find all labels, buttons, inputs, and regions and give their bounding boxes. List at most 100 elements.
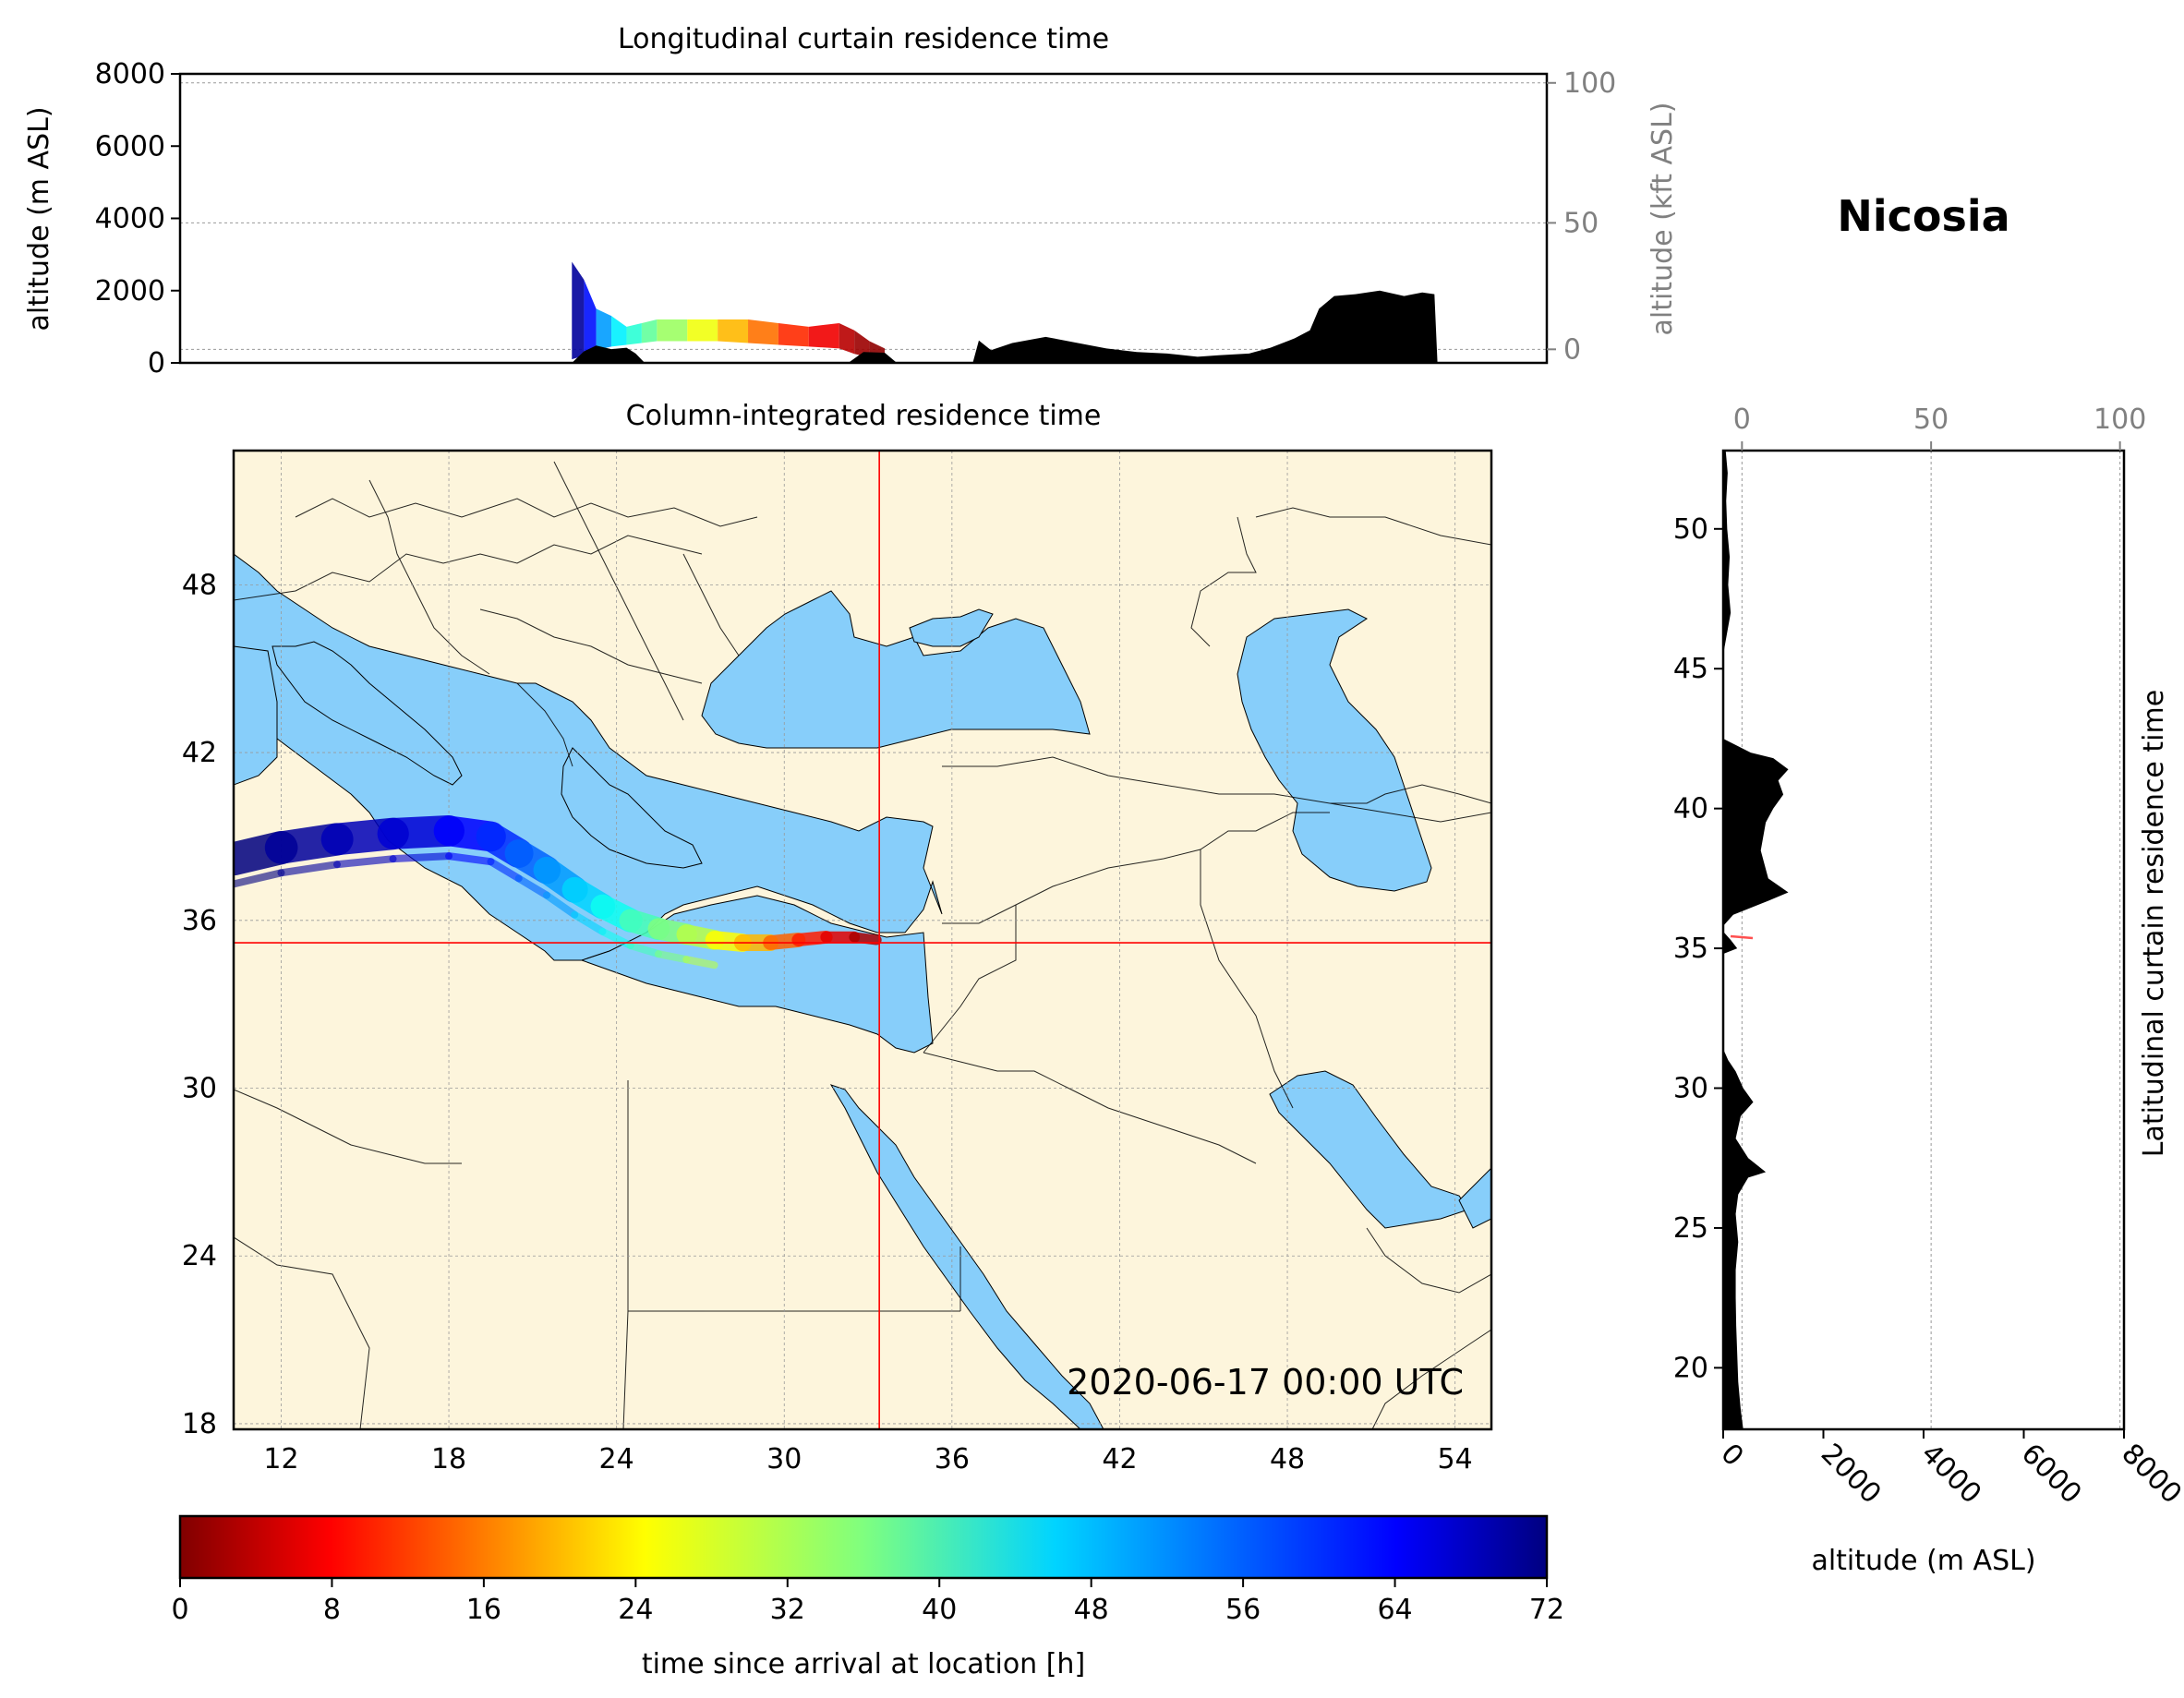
longitudinal-ylabel-right: altitude (kft ASL) — [1647, 102, 1679, 335]
latitudinal-xtick-label: 4000 — [1914, 1438, 1987, 1511]
caspian-sea — [1237, 608, 1432, 892]
map-axes-frame — [232, 449, 1493, 1431]
longitudinal-panel: Longitudinal curtain residence time 0 200… — [23, 23, 1679, 379]
timestamp-label: 2020-06-17 00:00 UTC — [1067, 1362, 1464, 1403]
map-ytick-label: 18 — [182, 1408, 217, 1440]
longitudinal-title: Longitudinal curtain residence time — [618, 23, 1109, 55]
map-xtick-label: 12 — [263, 1443, 298, 1475]
colorbar-ticks: 0 8 16 24 32 40 48 56 64 72 — [171, 1578, 1564, 1626]
map-trajectory-spread — [571, 910, 607, 935]
map-trajectory-spread — [389, 852, 453, 863]
colorbar-tick-label: 32 — [770, 1594, 805, 1626]
latitudinal-terrain — [1723, 451, 1789, 1429]
colorbar-gradient — [178, 1514, 1549, 1580]
latitudinal-ytick-label: 20 — [1673, 1352, 1708, 1384]
latitudinal-xtick-top-label: 100 — [2094, 403, 2146, 436]
adriatic-sea — [271, 641, 463, 786]
colorbar-tick-label: 40 — [922, 1594, 957, 1626]
tyrrhenian-sea — [234, 645, 278, 786]
colorbar-tick-label: 24 — [618, 1594, 653, 1626]
longitudinal-band-segment — [687, 319, 718, 342]
longitudinal-band-segment — [839, 322, 855, 355]
persian-gulf — [1269, 1070, 1469, 1229]
map-trajectory — [234, 814, 882, 969]
map-trajectory-spread — [626, 942, 663, 958]
longitudinal-ytick-right-label: 100 — [1563, 67, 1616, 100]
longitudinal-band-segment — [808, 322, 839, 349]
longitudinal-band-segment — [584, 280, 597, 356]
black-sea — [701, 590, 1091, 749]
map-gridlines — [234, 451, 1491, 1429]
map-ytick-label: 48 — [182, 569, 217, 601]
latitudinal-xtick-label: 6000 — [2015, 1438, 2088, 1511]
longitudinal-band-segment — [854, 330, 870, 358]
latitudinal-axes-frame — [1721, 449, 2126, 1431]
map-yticks: 18 24 30 36 42 48 — [182, 569, 217, 1440]
latitudinal-xticks: 0 2000 4000 6000 8000 — [1714, 1429, 2184, 1511]
map-borders — [234, 461, 1491, 1429]
mediterranean-sea — [234, 553, 943, 961]
map-trajectory-spread — [277, 861, 341, 877]
longitudinal-band-segment — [748, 319, 778, 345]
colorbar-label: time since arrival at location [h] — [642, 1648, 1085, 1680]
map-ytick-label: 30 — [182, 1073, 217, 1105]
longitudinal-ytick-label: 6000 — [95, 130, 165, 163]
map-xticks: 12 18 24 30 36 42 48 54 — [263, 1443, 1472, 1475]
longitudinal-band-segment — [596, 308, 612, 351]
gulf-of-oman — [1458, 1167, 1491, 1229]
latitudinal-title: Latitudinal curtain residence time — [2138, 690, 2170, 1157]
colorbar-tick-label: 0 — [171, 1594, 188, 1626]
longitudinal-band-segment — [626, 322, 642, 345]
map-xtick-label: 18 — [431, 1443, 466, 1475]
map-trajectory-segment — [849, 932, 882, 945]
location-title: Nicosia — [1837, 191, 2009, 241]
latitudinal-xtick-top-label: 0 — [1733, 403, 1751, 436]
latitudinal-ytick-label: 50 — [1673, 513, 1708, 546]
map-trajectory-spread — [682, 956, 718, 969]
longitudinal-ytick-right-label: 0 — [1563, 333, 1581, 366]
longitudinal-band-segment — [572, 261, 585, 360]
latitudinal-yticks: 20 25 30 35 40 45 50 — [1673, 513, 1723, 1384]
map-xtick-label: 54 — [1438, 1443, 1473, 1475]
map-trajectory-spread — [655, 950, 691, 964]
latitudinal-xlabel: altitude (m ASL) — [1811, 1545, 2035, 1577]
map-ytick-label: 42 — [182, 737, 217, 769]
longitudinal-ytick-right-label: 50 — [1563, 207, 1599, 239]
map-trajectory-spread — [445, 852, 495, 866]
map-ytick-label: 24 — [182, 1240, 217, 1272]
latitudinal-ytick-label: 45 — [1673, 653, 1708, 685]
longitudinal-band-segment — [718, 319, 749, 343]
longitudinal-ytick-label: 2000 — [95, 275, 165, 307]
map-xtick-label: 30 — [766, 1443, 802, 1475]
latitudinal-xtick-top-label: 50 — [1913, 403, 1949, 436]
map-ytick-label: 36 — [182, 905, 217, 937]
latitudinal-residence-mark — [1730, 934, 1754, 940]
map-trajectory-spread — [332, 855, 397, 869]
latitudinal-xtick-label: 8000 — [2115, 1438, 2184, 1511]
longitudinal-ytick-label: 8000 — [95, 58, 165, 90]
map-xtick-label: 48 — [1270, 1443, 1305, 1475]
colorbar-tick-label: 16 — [466, 1594, 501, 1626]
latitudinal-ytick-label: 25 — [1673, 1212, 1708, 1245]
aegean-sea — [561, 747, 703, 869]
map-trajectory-spread — [487, 858, 523, 883]
longitudinal-band-segment — [657, 319, 688, 342]
longitudinal-ytick-label: 0 — [148, 347, 165, 379]
longitudinal-residence-band — [572, 261, 886, 363]
colorbar-tick-label: 72 — [1529, 1594, 1564, 1626]
map-trajectory-spread — [234, 869, 285, 888]
latitudinal-xticks-top: 0 50 100 — [1733, 403, 2146, 451]
colorbar-tick-label: 56 — [1225, 1594, 1261, 1626]
map-panel: Column-integrated residence time — [182, 400, 1493, 1475]
longitudinal-terrain — [572, 290, 1438, 363]
longitudinal-yticks-right: 0 50 100 — [1547, 67, 1616, 366]
longitudinal-ytick-label: 4000 — [95, 203, 165, 235]
longitudinal-yticks: 0 2000 4000 6000 8000 — [95, 58, 180, 379]
sea-of-azov — [909, 608, 994, 647]
latitudinal-grid — [1741, 451, 2121, 1429]
map-trajectory-spread — [514, 874, 550, 899]
colorbar-tick-label: 48 — [1074, 1594, 1109, 1626]
red-sea — [829, 1084, 1104, 1429]
map-trajectory-spread — [542, 891, 579, 919]
